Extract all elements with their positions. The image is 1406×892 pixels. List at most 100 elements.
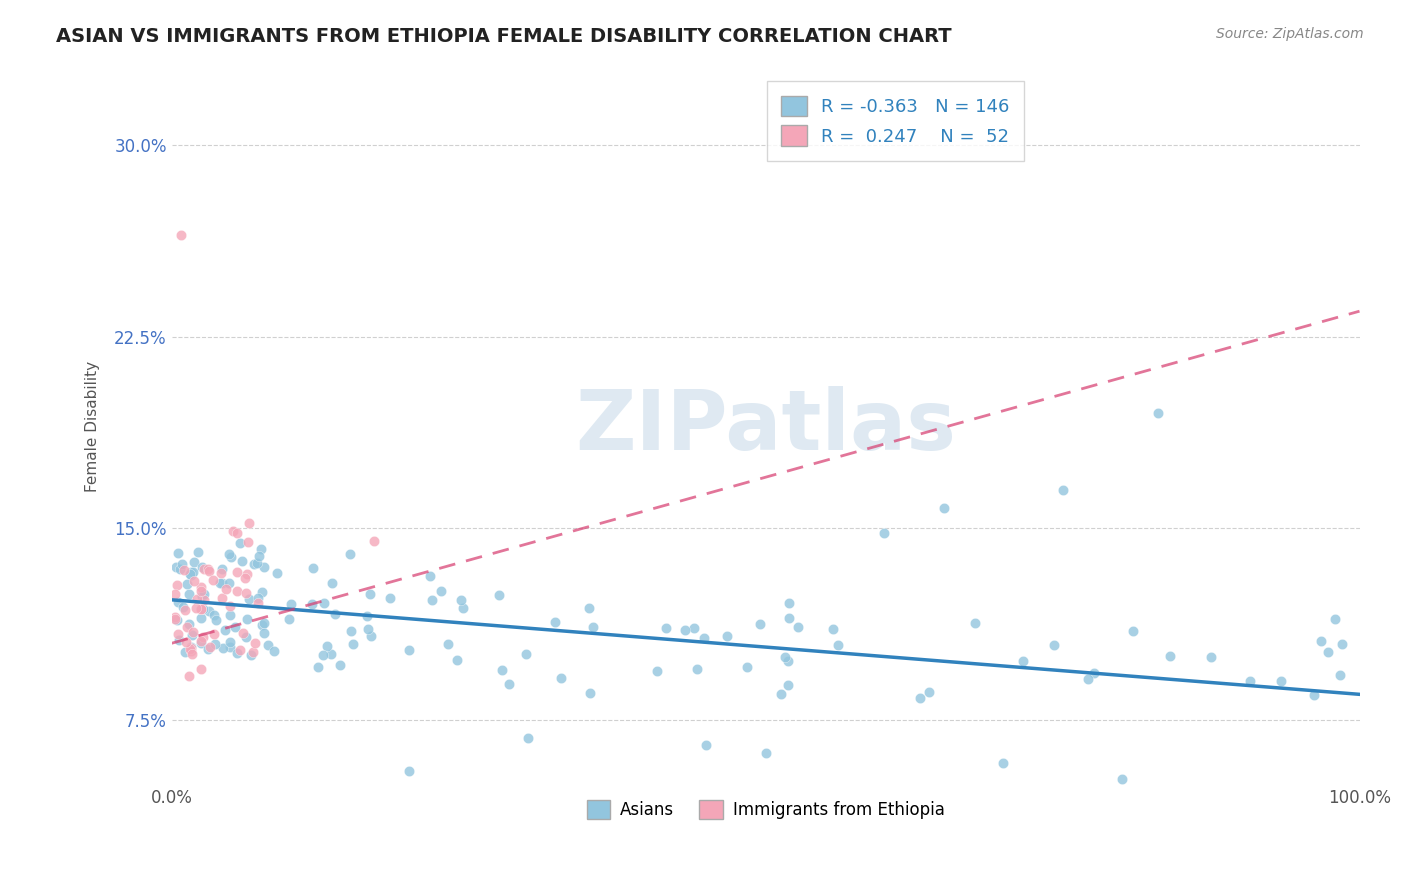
Point xyxy=(301,561,323,575)
Point xyxy=(221,524,243,538)
Point xyxy=(360,629,382,643)
Point xyxy=(181,565,204,579)
Point xyxy=(451,601,474,615)
Point xyxy=(191,630,214,644)
Point xyxy=(226,646,249,660)
Point xyxy=(450,592,472,607)
Point xyxy=(181,647,204,661)
Point xyxy=(179,642,201,657)
Point xyxy=(491,663,513,677)
Point xyxy=(193,587,215,601)
Legend: Asians, Immigrants from Ethiopia: Asians, Immigrants from Ethiopia xyxy=(581,793,950,825)
Point xyxy=(1122,624,1144,638)
Point xyxy=(190,584,212,599)
Point xyxy=(257,638,280,652)
Point xyxy=(215,582,238,597)
Point xyxy=(243,636,266,650)
Point xyxy=(170,227,193,242)
Point xyxy=(214,623,236,637)
Point xyxy=(167,546,190,560)
Point xyxy=(231,554,253,568)
Point xyxy=(398,642,420,657)
Point xyxy=(183,574,205,589)
Point xyxy=(1310,633,1333,648)
Point xyxy=(165,609,187,624)
Point xyxy=(827,638,849,652)
Point xyxy=(1111,772,1133,786)
Point xyxy=(498,677,520,691)
Point xyxy=(307,660,329,674)
Point xyxy=(190,636,212,650)
Point xyxy=(166,578,188,592)
Point xyxy=(778,678,800,692)
Point xyxy=(198,564,221,578)
Point xyxy=(579,686,602,700)
Point xyxy=(787,619,810,633)
Point xyxy=(167,595,190,609)
Point xyxy=(191,602,214,616)
Point xyxy=(263,644,285,658)
Point xyxy=(218,576,240,591)
Point xyxy=(201,573,224,587)
Point xyxy=(211,575,233,590)
Point xyxy=(229,643,252,657)
Point xyxy=(339,547,361,561)
Text: ZIPatlas: ZIPatlas xyxy=(575,385,956,467)
Point xyxy=(191,560,214,574)
Point xyxy=(190,662,212,676)
Point xyxy=(1146,406,1168,420)
Point xyxy=(179,669,201,683)
Point xyxy=(235,631,257,645)
Point xyxy=(190,633,212,648)
Point xyxy=(748,616,770,631)
Point xyxy=(253,626,276,640)
Point xyxy=(166,613,188,627)
Point xyxy=(247,596,270,610)
Point xyxy=(770,687,793,701)
Point xyxy=(991,756,1014,771)
Point xyxy=(174,603,197,617)
Point xyxy=(226,565,249,579)
Point xyxy=(180,641,202,656)
Point xyxy=(174,635,197,649)
Point xyxy=(515,647,537,661)
Point xyxy=(250,542,273,557)
Point xyxy=(1329,668,1351,682)
Point xyxy=(314,596,336,610)
Point xyxy=(187,544,209,558)
Point xyxy=(165,560,187,574)
Point xyxy=(963,616,986,631)
Point xyxy=(250,584,273,599)
Point xyxy=(197,641,219,656)
Point xyxy=(181,624,204,639)
Point xyxy=(191,589,214,603)
Point xyxy=(172,557,194,571)
Point xyxy=(1052,483,1074,497)
Point xyxy=(1239,673,1261,688)
Point xyxy=(1083,665,1105,680)
Point xyxy=(197,604,219,618)
Point xyxy=(340,624,363,639)
Point xyxy=(176,577,198,591)
Point xyxy=(219,635,242,649)
Point xyxy=(174,645,197,659)
Point xyxy=(238,592,260,607)
Point xyxy=(225,583,247,598)
Point xyxy=(550,671,572,685)
Point xyxy=(190,602,212,616)
Point xyxy=(211,562,233,576)
Point xyxy=(695,739,717,753)
Point xyxy=(218,640,240,655)
Point xyxy=(693,632,716,646)
Point xyxy=(235,586,257,600)
Text: ASIAN VS IMMIGRANTS FROM ETHIOPIA FEMALE DISABILITY CORRELATION CHART: ASIAN VS IMMIGRANTS FROM ETHIOPIA FEMALE… xyxy=(56,27,952,45)
Point xyxy=(673,623,696,637)
Point xyxy=(517,731,540,745)
Point xyxy=(177,616,200,631)
Point xyxy=(419,569,441,583)
Point xyxy=(165,587,187,601)
Point xyxy=(236,612,259,626)
Point xyxy=(1077,672,1099,686)
Point xyxy=(716,629,738,643)
Point xyxy=(169,561,191,575)
